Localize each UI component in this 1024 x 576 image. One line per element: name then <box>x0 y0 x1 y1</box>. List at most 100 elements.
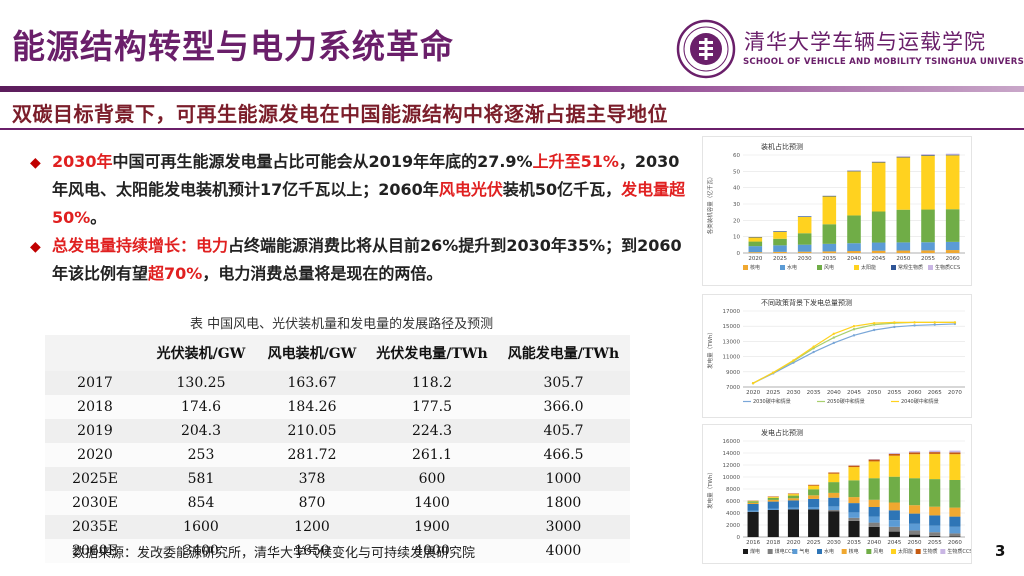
y-tick-label: 11000 <box>723 355 741 361</box>
data-point <box>872 328 876 332</box>
x-tick-label: 2050 <box>867 390 881 396</box>
x-tick-label: 2040 <box>827 390 841 396</box>
data-point <box>772 371 775 374</box>
y-axis-label: 发电量（TWh） <box>706 329 714 369</box>
table-cell: 1400 <box>367 491 497 515</box>
legend-swatch <box>866 549 872 554</box>
bar-segment <box>896 157 911 210</box>
bar-segment <box>787 509 800 537</box>
bar-segment <box>929 506 941 516</box>
bar-segment <box>888 476 900 503</box>
bar-segment <box>828 492 840 498</box>
table-cell: 1900 <box>367 515 497 539</box>
table-cell: 1200 <box>257 515 367 539</box>
table-cell: 2020 <box>45 443 145 467</box>
table-cell: 2017 <box>45 371 145 395</box>
data-point <box>913 324 916 327</box>
bar-segment <box>871 242 886 251</box>
bullet-text: 。 <box>90 208 107 227</box>
chart-title: 不同政策背景下发电总量预测 <box>761 298 852 307</box>
series-line <box>752 323 955 384</box>
bar-segment <box>945 241 960 251</box>
chart-title: 装机占比预测 <box>761 142 803 151</box>
bar-segment <box>929 453 941 480</box>
table-cell: 210.05 <box>257 419 367 443</box>
table-cell: 1000 <box>497 467 630 491</box>
x-tick-label: 2045 <box>887 540 901 546</box>
bar-segment <box>847 251 861 253</box>
x-tick-label: 2040 <box>867 540 881 546</box>
table-cell: 3400 <box>145 539 257 563</box>
table-row: 2025E 581 378 600 1000 <box>45 467 630 491</box>
table-row: 2035E 1600 1200 1900 3000 <box>45 515 630 539</box>
data-point <box>872 321 876 325</box>
bullet-list: ◆ 2030年中国可再生能源发电量占比可能会从2019年年底的27.9%上升至51… <box>30 148 690 288</box>
series-line <box>752 321 955 384</box>
legend-swatch <box>817 265 822 270</box>
bar-segment <box>888 526 900 532</box>
school-name-cn: 清华大学车辆与运载学院 <box>744 30 986 54</box>
bar-segment <box>808 498 820 507</box>
y-tick-label: 4000 <box>726 511 740 517</box>
table-row: 2019 204.3 210.05 224.3 405.7 <box>45 419 630 443</box>
bar-segment <box>929 452 941 454</box>
table-cell: 3000 <box>497 515 630 539</box>
legend-swatch <box>928 265 933 270</box>
legend-label: 煤电CCS <box>775 548 795 555</box>
bar-segment <box>822 224 837 244</box>
table-header-cell: 风电装机/GW <box>257 335 367 371</box>
bar-segment <box>871 211 886 243</box>
bullet-text: 风电光伏 <box>438 180 503 199</box>
bar-segment <box>908 534 921 537</box>
y-tick-label: 30 <box>733 202 740 208</box>
table-cell: 466.5 <box>497 443 630 467</box>
data-point <box>812 345 815 348</box>
table-cell: 2030E <box>45 491 145 515</box>
bar-segment <box>767 508 779 510</box>
legend-label: 太阳能 <box>861 264 876 271</box>
x-tick-label: 2016 <box>746 540 760 546</box>
x-tick-label: 2035 <box>847 540 861 546</box>
legend-label: 核电 <box>849 548 859 555</box>
bar-segment <box>848 517 860 521</box>
bar-segment <box>847 171 861 216</box>
legend-label: 风电 <box>873 548 883 555</box>
bar-segment <box>848 480 860 498</box>
x-tick-label: 2060 <box>946 256 960 262</box>
y-axis-label: 发电量（TWh） <box>706 469 714 509</box>
table-cell: 1650 <box>257 539 367 563</box>
bar-segment <box>868 499 880 507</box>
data-point <box>953 321 957 324</box>
bar-segment <box>787 500 800 508</box>
bar-segment <box>929 479 941 507</box>
bar-segment <box>908 505 921 514</box>
table-cell: 253 <box>145 443 257 467</box>
legend-swatch <box>891 265 896 270</box>
bar-segment <box>949 452 961 455</box>
x-tick-label: 2040 <box>847 256 861 262</box>
school-name-en: SCHOOL OF VEHICLE AND MOBILITY TSINGHUA … <box>743 57 1024 67</box>
bar-segment <box>896 250 911 253</box>
bar-segment <box>868 507 880 517</box>
legend-label: 2050碳中和情景 <box>827 398 865 405</box>
bar-segment <box>747 510 759 512</box>
title-divider <box>0 86 1024 92</box>
section-subtitle: 双碳目标背景下，可再生能源发电在中国能源结构中将逐渐占据主导地位 <box>12 102 668 126</box>
table-row: 2017 130.25 163.67 118.2 305.7 <box>45 371 630 395</box>
bar-segment <box>921 209 935 243</box>
legend-swatch <box>854 265 859 270</box>
bar-segment <box>822 243 837 252</box>
bar-segment <box>787 495 800 499</box>
x-tick-label: 2030 <box>786 390 800 396</box>
data-point <box>812 350 815 354</box>
x-tick-label: 2020 <box>748 256 762 262</box>
table-cell: 2025E <box>45 467 145 491</box>
y-tick-label: 0 <box>737 251 741 257</box>
y-tick-label: 17000 <box>723 309 741 315</box>
bar-segment <box>949 533 961 537</box>
bar-segment <box>808 489 820 496</box>
bar-segment <box>773 231 787 239</box>
y-tick-label: 13000 <box>723 339 741 345</box>
table-header-cell: 光伏发电量/TWh <box>367 335 497 371</box>
x-tick-label: 2035 <box>807 390 821 396</box>
